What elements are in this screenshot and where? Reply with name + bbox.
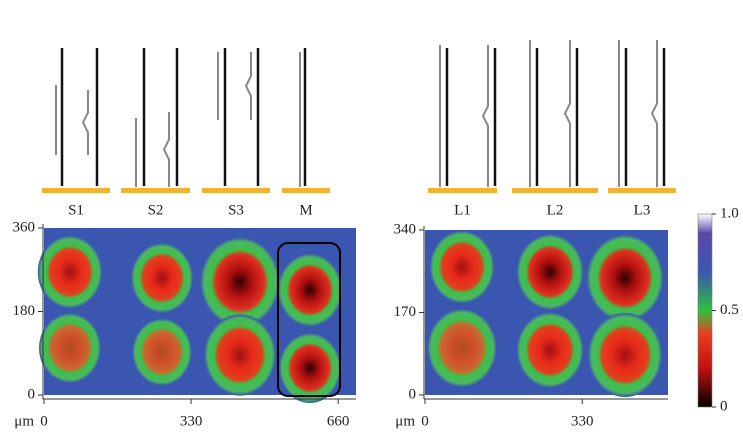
- spot: [131, 243, 193, 313]
- unit-label: μm: [14, 413, 34, 429]
- highlight-box: [277, 242, 341, 397]
- spot: [587, 313, 663, 397]
- spot: [37, 235, 103, 309]
- spot: [132, 318, 192, 386]
- group-label: L1: [454, 202, 471, 218]
- colorbar-label: 0: [720, 398, 728, 414]
- strand: [162, 112, 170, 187]
- substrate: [282, 188, 330, 193]
- spot: [516, 312, 584, 388]
- y-tick-label: 0: [409, 386, 417, 402]
- group-label: L3: [634, 202, 651, 218]
- colorbar: [697, 213, 713, 408]
- spot: [277, 253, 343, 327]
- spot: [39, 313, 101, 383]
- spot: [427, 308, 497, 388]
- x-tick-label: 0: [421, 413, 429, 429]
- strand: [650, 40, 658, 187]
- spot: [429, 230, 495, 304]
- strand: [244, 52, 252, 120]
- group-label: L2: [547, 202, 564, 218]
- strand: [481, 45, 489, 187]
- substrate: [202, 188, 270, 193]
- substrate: [42, 188, 110, 193]
- spot: [279, 333, 341, 403]
- schematics: S1 S2 S3 M L1 L2 L3: [42, 40, 676, 218]
- group-label: M: [299, 202, 312, 218]
- y-tick-label: 360: [13, 219, 36, 235]
- substrate: [428, 188, 497, 193]
- x-tick-label: 660: [327, 413, 350, 429]
- substrate: [608, 188, 676, 193]
- x-tick-label: 330: [180, 413, 203, 429]
- y-tick-label: 340: [394, 221, 417, 237]
- colorbar-label: 1.0: [720, 205, 739, 221]
- x-tick-label: 0: [40, 413, 48, 429]
- substrate: [121, 188, 190, 193]
- y-tick-label: 170: [394, 304, 417, 320]
- strand: [563, 40, 571, 187]
- x-tick-label: 330: [571, 413, 594, 429]
- spot: [204, 314, 276, 396]
- spot: [586, 234, 664, 322]
- colorbar-label: 0.5: [720, 302, 739, 318]
- spot: [516, 234, 584, 310]
- y-tick-label: 180: [13, 303, 36, 319]
- unit-label: μm: [395, 413, 415, 429]
- group-label: S3: [228, 202, 244, 218]
- strand: [81, 90, 89, 155]
- group-label: S2: [148, 202, 164, 218]
- y-tick-label: 0: [28, 386, 36, 402]
- spot: [200, 237, 280, 327]
- substrate: [512, 188, 598, 193]
- group-label: S1: [68, 202, 84, 218]
